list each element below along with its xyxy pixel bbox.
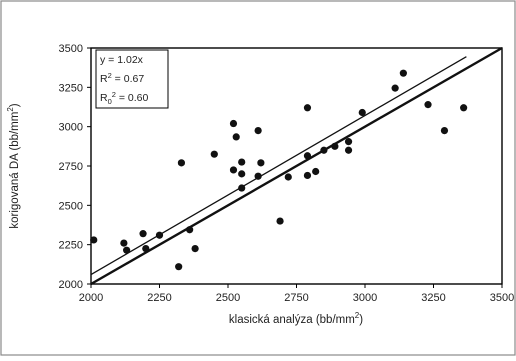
data-point bbox=[257, 159, 265, 167]
data-point bbox=[232, 133, 240, 141]
data-point bbox=[303, 152, 312, 160]
x-tick-label: 3000 bbox=[353, 292, 377, 304]
data-point bbox=[120, 239, 128, 247]
data-point bbox=[460, 104, 468, 112]
data-point bbox=[358, 108, 366, 117]
data-point bbox=[276, 217, 284, 225]
x-tick-label: 2500 bbox=[216, 292, 240, 304]
data-point bbox=[312, 167, 320, 176]
x-axis-title: klasická analýza (bb/mm2) bbox=[229, 311, 363, 326]
data-point bbox=[191, 245, 199, 253]
data-point bbox=[155, 231, 164, 239]
y-axis-title: korigovaná DA (bb/mm2) bbox=[6, 103, 21, 228]
data-point bbox=[238, 158, 246, 166]
y-tick-label: 2750 bbox=[59, 161, 83, 173]
data-point bbox=[139, 230, 147, 238]
data-point bbox=[254, 127, 262, 135]
r02-label: R02 = 0.60 bbox=[100, 90, 149, 106]
data-point bbox=[175, 263, 183, 271]
data-point bbox=[424, 101, 432, 109]
data-point bbox=[320, 146, 328, 154]
data-point bbox=[229, 166, 238, 174]
y-tick-label: 3000 bbox=[59, 122, 83, 134]
data-point bbox=[344, 146, 353, 154]
data-point bbox=[303, 171, 312, 180]
data-point bbox=[177, 159, 186, 167]
x-tick-label: 2000 bbox=[79, 292, 103, 304]
data-point bbox=[284, 173, 292, 181]
data-point bbox=[344, 138, 353, 146]
data-point bbox=[123, 246, 131, 254]
data-point bbox=[440, 127, 449, 135]
x-tick-label: 3500 bbox=[490, 292, 514, 304]
points-layer bbox=[90, 69, 468, 271]
y-tick-label: 3500 bbox=[59, 43, 83, 55]
ticks-layer: 2000 2250 2500 2750 3000 3250 3500 2000 2250 2500… bbox=[59, 43, 515, 304]
data-point bbox=[210, 150, 218, 158]
data-point bbox=[186, 226, 194, 234]
data-point bbox=[399, 69, 407, 77]
data-point bbox=[303, 104, 312, 112]
data-point bbox=[254, 172, 262, 180]
r2-label: R2 = 0.67 bbox=[100, 71, 144, 85]
data-point bbox=[229, 119, 238, 128]
y-tick-label: 2000 bbox=[59, 279, 83, 291]
x-tick-label: 2750 bbox=[284, 292, 308, 304]
y-tick-label: 2500 bbox=[59, 200, 83, 212]
regression-line bbox=[90, 46, 503, 286]
lines-layer bbox=[90, 46, 503, 286]
data-point bbox=[238, 170, 246, 178]
annotation-box-frame bbox=[95, 49, 169, 109]
data-point bbox=[90, 236, 98, 244]
data-point bbox=[238, 184, 246, 192]
y-tick-label: 2250 bbox=[59, 240, 83, 252]
data-point bbox=[142, 245, 150, 253]
data-point bbox=[391, 84, 399, 92]
regression-line bbox=[90, 56, 467, 276]
data-point bbox=[331, 142, 339, 150]
equation-label: y = 1.02x bbox=[100, 54, 144, 66]
x-tick-label: 2250 bbox=[147, 292, 171, 304]
y-tick-label: 3250 bbox=[59, 82, 83, 94]
x-tick-label: 3250 bbox=[421, 292, 445, 304]
annotation-box: y = 1.02x R2 = 0.67 R02 = 0.60 bbox=[95, 49, 169, 109]
